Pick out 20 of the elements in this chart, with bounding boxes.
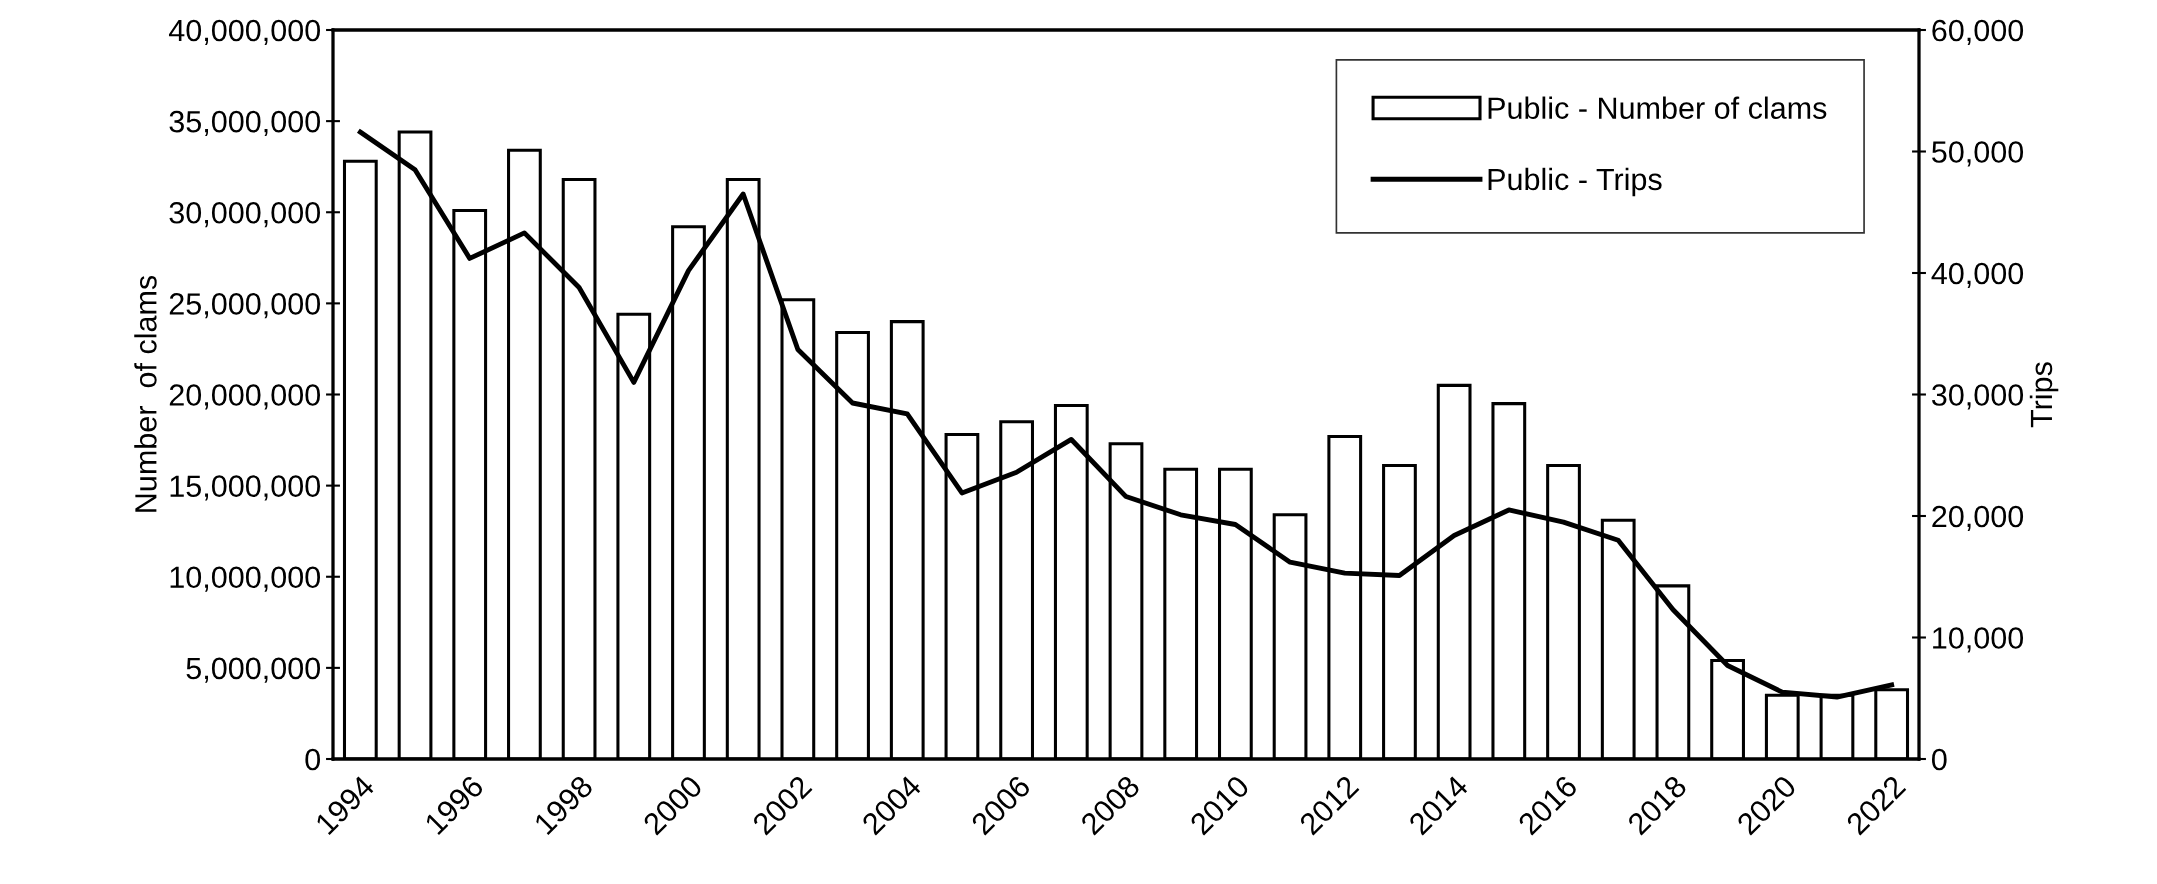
y2-tick-label: 40,000 (1931, 262, 2024, 288)
legend-label: Public - Trips (1488, 167, 1662, 197)
y2-axis-title: Trips (2029, 362, 2059, 428)
legend-label: Public - Number of clams (1488, 96, 1827, 119)
y-tick-label: 25,000,000 (169, 293, 321, 319)
y-tick-label: 5,000,000 (186, 657, 321, 683)
y-tick-label: 30,000,000 (169, 201, 321, 228)
y-tick-label: 35,000,000 (169, 110, 321, 137)
y2-tick-label: 0 (1932, 748, 1947, 771)
y2-tick-label: 60,000 (1932, 19, 2024, 45)
y2-tick-label: 30,000 (1931, 384, 2024, 410)
y2-tick-label: 20,000 (1932, 505, 2024, 531)
y-tick-label: 10,000,000 (170, 566, 321, 592)
y2-tick-label: 10,000 (1933, 627, 2024, 653)
y-tick-label: 15,000,000 (170, 475, 321, 501)
y-tick-label: 40,000,000 (168, 19, 321, 45)
y-tick-label: 20,000,000 (169, 384, 321, 410)
y-tick-label: 0 (305, 748, 320, 771)
y2-tick-label: 50,000 (1932, 141, 2024, 167)
y-axis-title: Number of clams (134, 275, 157, 512)
